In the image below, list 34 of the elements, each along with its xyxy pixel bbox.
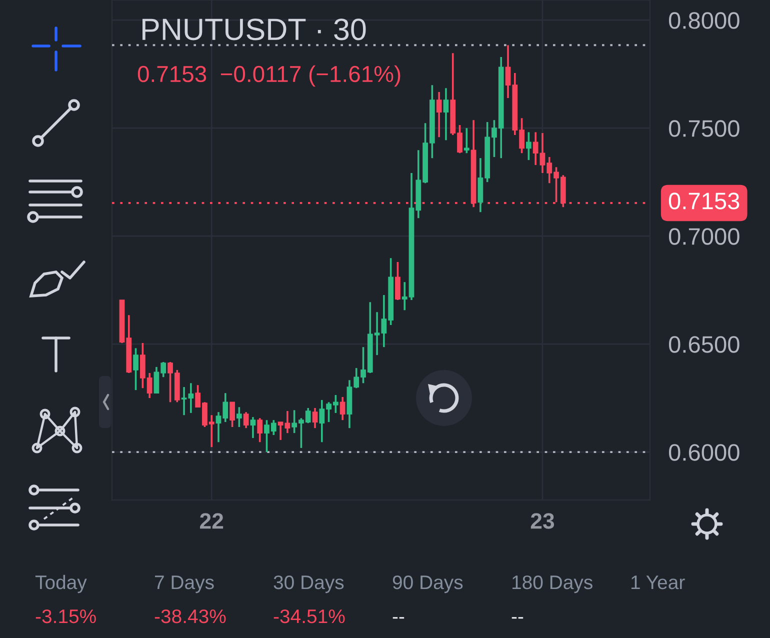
text: Today xyxy=(35,574,87,594)
candlestick xyxy=(133,347,138,391)
y-tick-label: 0.6000 xyxy=(668,444,740,461)
text: -- xyxy=(392,617,404,619)
text: 90 Days xyxy=(392,575,463,594)
y-tick-label: 0.7500 xyxy=(668,120,740,137)
ref-line-label: 0.7153 xyxy=(668,192,740,210)
y-tick-label: 0.8000 xyxy=(668,12,740,29)
x-tick-label: 23 xyxy=(530,513,554,529)
x-tick-label: 22 xyxy=(200,513,224,529)
chart-title: PNUTUSDT · 30 xyxy=(142,18,366,40)
text: 180 Days xyxy=(512,575,592,594)
candlestick xyxy=(443,87,449,142)
candlestick xyxy=(436,91,442,138)
text: 30 Days xyxy=(274,575,344,594)
candlestick xyxy=(243,411,249,429)
candlestick xyxy=(464,127,470,154)
candlestick xyxy=(340,396,346,421)
candlestick xyxy=(526,131,532,161)
y-tick-label: 0.6500 xyxy=(668,336,740,353)
candlestick xyxy=(395,261,400,301)
text: 0.7153 −0.0117 (−1.61%) xyxy=(138,65,400,87)
candlestick xyxy=(257,417,263,444)
candlestick xyxy=(250,416,256,439)
text: -38.43% xyxy=(154,609,226,624)
text: -34.51% xyxy=(274,609,345,624)
text: 1 Year xyxy=(631,576,685,590)
candlestick xyxy=(312,407,318,429)
text: 7 Days xyxy=(154,576,214,594)
y-tick-label: 0.7000 xyxy=(668,228,740,245)
text: -- xyxy=(512,617,524,619)
candlestick xyxy=(230,401,235,428)
candlestick xyxy=(236,406,242,428)
text: -3.15% xyxy=(36,609,96,624)
